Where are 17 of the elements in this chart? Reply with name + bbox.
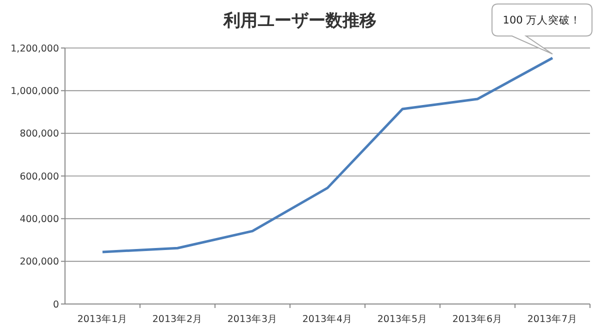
x-tick-label: 2013年6月	[452, 313, 503, 325]
y-tick-label: 200,000	[20, 256, 59, 268]
chart-title: 利用ユーザー数推移	[222, 11, 376, 31]
y-tick-label: 400,000	[20, 214, 59, 225]
y-tick-label: 600,000	[20, 171, 59, 182]
y-tick-label: 1,000,000	[10, 86, 59, 97]
y-tick-label: 1,200,000	[10, 43, 59, 54]
line-series	[101, 56, 554, 254]
x-tick-label: 2013年2月	[152, 313, 203, 325]
x-tick-label: 2013年1月	[77, 313, 128, 325]
y-tick-label: 0	[52, 299, 59, 310]
annotation: 100 万人突破！	[502, 14, 582, 27]
x-tick-label: 2013年5月	[377, 313, 428, 325]
x-tick-label: 2013年7月	[527, 313, 578, 325]
x-tick-label: 2013年3月	[227, 313, 278, 325]
y-tick-label: 800,000	[20, 128, 59, 140]
x-tick-label: 2013年4月	[302, 313, 353, 325]
